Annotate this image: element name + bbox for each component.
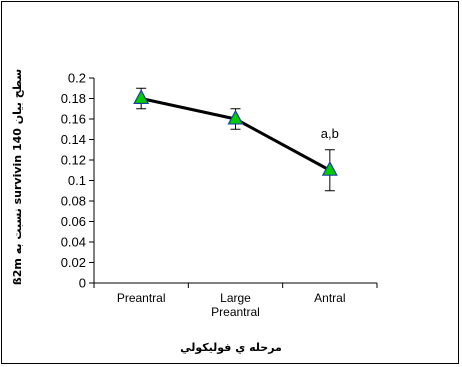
y-tick-label: 0.18	[61, 91, 86, 106]
x-tick-label: Preantral	[117, 291, 166, 305]
y-tick-label: 0.12	[61, 153, 86, 168]
data-point-marker	[133, 89, 150, 105]
y-tick-label: 0.04	[61, 235, 86, 250]
series-group: a,b	[133, 87, 339, 192]
x-axis-label: مرحله ي فوليكولي	[180, 341, 282, 354]
y-tick-label: 0.06	[61, 214, 86, 229]
significance-annotation: a,b	[321, 126, 339, 141]
y-tick-label: 0.1	[68, 173, 86, 188]
y-tick-label: 0	[79, 276, 86, 291]
x-tick-label: Antral	[314, 291, 345, 305]
y-tick-label: 0.2	[68, 71, 86, 86]
x-tick-label: Large Preantral	[211, 291, 260, 319]
data-point-marker	[321, 160, 338, 176]
y-tick-label: 0.02	[61, 255, 86, 270]
y-tick-label: 0.16	[61, 112, 86, 127]
y-tick-label: 0.14	[61, 132, 86, 147]
x-axis-ticks: Preantral Large Preantral Antral	[93, 283, 378, 319]
data-point-marker	[227, 109, 244, 125]
y-axis-ticks: 0 0.02 0.04 0.06 0.08 0.1 0.12 0.14 0.16 0.18 0.2	[61, 71, 94, 291]
y-axis-label: سطح بيان survivin 140 نسبت به ß2m	[11, 69, 24, 285]
y-tick-label: 0.08	[61, 194, 86, 209]
